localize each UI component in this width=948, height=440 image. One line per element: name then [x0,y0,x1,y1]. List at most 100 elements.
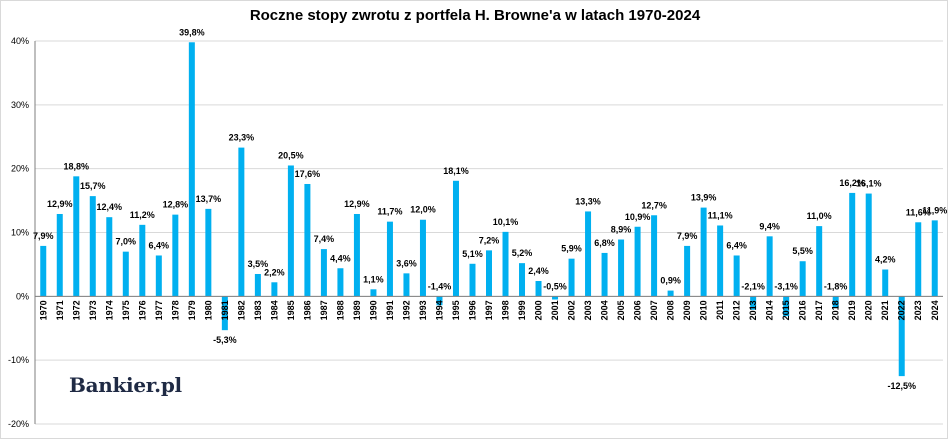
bar-2003 [585,211,592,297]
bar-1983 [254,273,261,297]
x-tick-label-2012: 2012 [732,300,742,320]
data-label-1991: 11,7% [377,207,402,217]
data-label-1995: 18,1% [443,166,469,176]
x-tick-label-2016: 2016 [798,300,808,320]
x-tick-label-2022: 2022 [897,300,907,320]
data-label-2007: 12,7% [641,200,667,210]
y-tick-label: 20% [11,164,29,174]
data-label-1987: 7,4% [314,234,335,244]
bar-1972 [73,176,80,297]
data-label-1982: 23,3% [229,133,255,143]
data-label-2001: -0,5% [543,281,567,291]
data-label-1985: 20,5% [278,150,304,160]
bar-1989 [353,213,360,297]
bar-1982 [238,147,245,297]
data-label-1988: 4,4% [330,253,351,263]
x-tick-label-1970: 1970 [38,300,48,320]
x-tick-label-1993: 1993 [418,300,428,320]
x-tick-label-2000: 2000 [534,300,544,320]
bar-1996 [469,263,476,297]
data-label-2017: 11,0% [807,211,832,221]
data-label-1998: 10,1% [493,217,519,227]
bar-2012 [733,255,740,297]
bar-2010 [700,207,707,297]
data-label-1999: 5,2% [512,248,533,258]
data-label-1975: 7,0% [116,237,137,247]
bar-2024 [931,220,938,297]
data-label-1990: 1,1% [363,274,384,284]
x-tick-label-1984: 1984 [269,300,279,320]
x-tick-label-1995: 1995 [451,300,461,320]
data-label-2016: 5,5% [792,246,813,256]
x-tick-label-2020: 2020 [864,300,874,320]
data-label-1993: 12,0% [410,205,436,215]
bar-1987 [320,249,327,297]
data-label-1986: 17,6% [295,169,321,179]
x-tick-label-1976: 1976 [137,300,147,320]
data-label-1976: 11,2% [130,210,155,220]
data-label-2018: -1,8% [824,281,848,291]
data-label-1992: 3,6% [396,258,417,268]
bar-2002 [568,258,575,297]
bar-2014 [766,236,773,297]
x-tick-label-1978: 1978 [170,300,180,320]
x-tick-label-2002: 2002 [567,300,577,320]
bar-1993 [419,219,426,297]
bar-2011 [717,225,724,297]
x-tick-label-1999: 1999 [517,300,527,320]
x-tick-label-1989: 1989 [352,300,362,320]
data-label-2004: 6,8% [594,238,615,248]
data-label-1978: 12,8% [163,200,189,210]
bar-2000 [535,281,542,297]
x-tick-label-2010: 2010 [699,300,709,320]
y-tick-label: 0% [16,291,29,301]
x-tick-label-1985: 1985 [286,300,296,320]
x-tick-label-2023: 2023 [913,300,923,320]
bar-2016 [799,261,806,297]
bar-1995 [452,180,459,297]
x-tick-label-1973: 1973 [88,300,98,320]
x-tick-label-2004: 2004 [600,300,610,320]
x-tick-label-2014: 2014 [765,300,775,320]
bar-1998 [502,231,509,297]
data-label-2012: 6,4% [726,240,747,250]
x-tick-label-1988: 1988 [335,300,345,320]
data-label-1996: 5,1% [462,249,483,259]
bar-1997 [486,250,492,297]
bar-1973 [89,196,96,297]
x-tick-label-2007: 2007 [649,300,659,320]
data-label-2011: 11,1% [708,210,733,220]
bar-2006 [634,226,641,297]
bar-1992 [403,273,410,297]
x-tick-label-1996: 1996 [467,300,477,320]
data-label-1984: 2,2% [264,267,285,277]
bar-2008 [667,290,674,297]
data-label-1981: -5,3% [213,335,237,345]
x-tick-label-1983: 1983 [253,300,263,320]
data-label-2006: 10,9% [625,212,651,222]
x-tick-label-1990: 1990 [368,300,378,320]
x-tick-label-1982: 1982 [236,300,246,320]
bar-2007 [651,215,658,297]
x-tick-label-2018: 2018 [831,300,841,320]
x-tick-label-1986: 1986 [302,300,312,320]
x-tick-label-1997: 1997 [484,300,494,320]
data-label-1994: -1,4% [428,281,452,291]
bar-1986 [304,183,311,297]
bar-1988 [337,268,344,297]
x-tick-label-2021: 2021 [880,300,890,320]
data-label-1973: 15,7% [80,181,106,191]
x-tick-label-1974: 1974 [104,300,114,320]
bar-1977 [155,255,162,297]
data-label-1977: 6,4% [149,240,170,250]
bar-2017 [816,226,823,297]
x-tick-label-1980: 1980 [203,300,213,320]
bar-1984 [271,282,278,297]
x-tick-label-2015: 2015 [781,300,791,320]
data-label-2002: 5,9% [561,244,582,254]
x-tick-label-1992: 1992 [401,300,411,320]
bar-2013 [750,296,757,310]
x-tick-label-2009: 2009 [682,300,692,320]
x-tick-label-2017: 2017 [814,300,824,320]
